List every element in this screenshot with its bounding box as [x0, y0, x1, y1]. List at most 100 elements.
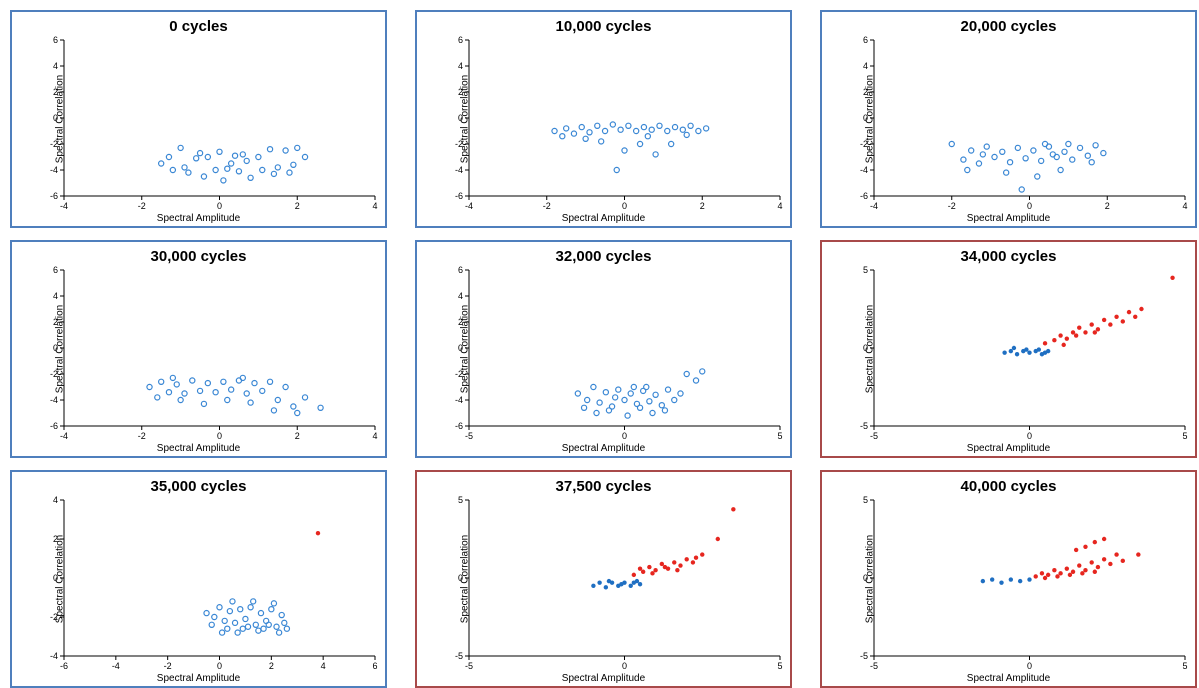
- data-point: [282, 620, 287, 625]
- data-point: [1009, 349, 1013, 353]
- scatter-panel-0: 0 cyclesSpectral AmplitudeSpectral Corre…: [10, 10, 387, 228]
- x-axis-label: Spectral Amplitude: [12, 213, 385, 224]
- data-point: [1093, 540, 1097, 544]
- data-point: [594, 410, 599, 415]
- scatter-plot: -505-505: [417, 472, 790, 686]
- y-axis-label: Spectral Correlation: [865, 535, 876, 623]
- data-point: [1052, 338, 1056, 342]
- svg-text:-4: -4: [870, 201, 878, 211]
- data-point: [1093, 570, 1097, 574]
- data-point: [597, 400, 602, 405]
- data-point: [716, 537, 720, 541]
- data-point: [225, 397, 230, 402]
- data-point: [243, 616, 248, 621]
- svg-text:-5: -5: [860, 421, 868, 431]
- panel-title: 34,000 cycles: [822, 248, 1195, 265]
- data-point: [248, 605, 253, 610]
- data-point: [1071, 570, 1075, 574]
- data-point: [685, 557, 689, 561]
- data-point: [271, 408, 276, 413]
- panel-title: 30,000 cycles: [12, 248, 385, 265]
- data-point: [1096, 565, 1100, 569]
- svg-text:6: 6: [372, 661, 377, 671]
- data-point: [1090, 560, 1094, 564]
- data-point: [213, 390, 218, 395]
- svg-text:0: 0: [1027, 431, 1032, 441]
- data-point: [1015, 352, 1019, 356]
- svg-text:4: 4: [53, 495, 58, 505]
- data-point: [244, 391, 249, 396]
- data-point: [1077, 563, 1081, 567]
- svg-text:2: 2: [295, 201, 300, 211]
- data-point: [700, 369, 705, 374]
- svg-text:-2: -2: [138, 431, 146, 441]
- data-point: [248, 175, 253, 180]
- data-point: [1015, 145, 1020, 150]
- data-point: [619, 582, 623, 586]
- data-point: [256, 628, 261, 633]
- data-point: [1058, 167, 1063, 172]
- data-point: [302, 395, 307, 400]
- data-point: [170, 375, 175, 380]
- svg-text:4: 4: [53, 291, 58, 301]
- data-point: [267, 379, 272, 384]
- data-point: [631, 384, 636, 389]
- data-point: [650, 410, 655, 415]
- svg-text:-5: -5: [870, 431, 878, 441]
- data-point: [632, 573, 636, 577]
- data-point: [684, 132, 689, 137]
- data-point: [638, 582, 642, 586]
- data-point: [992, 154, 997, 159]
- data-point: [1114, 315, 1118, 319]
- data-point: [225, 166, 230, 171]
- y-axis-label: Spectral Correlation: [865, 75, 876, 163]
- data-point: [665, 128, 670, 133]
- data-point: [1023, 156, 1028, 161]
- data-point: [201, 401, 206, 406]
- data-point: [591, 584, 595, 588]
- y-axis-label: Spectral Correlation: [55, 305, 66, 393]
- data-point: [251, 599, 256, 604]
- data-point: [1077, 145, 1082, 150]
- data-point: [595, 123, 600, 128]
- data-point: [1114, 552, 1118, 556]
- data-point: [1096, 327, 1100, 331]
- data-point: [1139, 307, 1143, 311]
- data-point: [236, 169, 241, 174]
- data-point: [1000, 149, 1005, 154]
- data-point: [984, 144, 989, 149]
- data-point: [222, 618, 227, 623]
- data-point: [166, 390, 171, 395]
- scatter-plot: -505-6-4-20246: [417, 242, 790, 456]
- svg-text:-2: -2: [543, 201, 551, 211]
- y-axis-label: Spectral Correlation: [55, 535, 66, 623]
- data-point: [1007, 160, 1012, 165]
- data-point: [961, 157, 966, 162]
- data-point: [571, 131, 576, 136]
- data-point: [190, 378, 195, 383]
- svg-text:5: 5: [863, 495, 868, 505]
- data-point: [238, 607, 243, 612]
- svg-text:2: 2: [1105, 201, 1110, 211]
- data-point: [990, 577, 994, 581]
- data-point: [581, 405, 586, 410]
- data-point: [283, 148, 288, 153]
- svg-text:0: 0: [1027, 661, 1032, 671]
- data-point: [217, 149, 222, 154]
- y-axis-label: Spectral Correlation: [865, 305, 876, 393]
- svg-text:4: 4: [53, 61, 58, 71]
- data-point: [657, 123, 662, 128]
- svg-text:-4: -4: [50, 651, 58, 661]
- y-axis-label: Spectral Correlation: [460, 75, 471, 163]
- data-point: [1089, 160, 1094, 165]
- data-point: [1136, 552, 1140, 556]
- svg-text:-5: -5: [870, 661, 878, 671]
- data-point: [626, 123, 631, 128]
- data-point: [583, 136, 588, 141]
- data-point: [1018, 579, 1022, 583]
- data-point: [678, 563, 682, 567]
- svg-text:-6: -6: [50, 191, 58, 201]
- data-point: [622, 148, 627, 153]
- data-point: [1052, 568, 1056, 572]
- data-point: [1043, 576, 1047, 580]
